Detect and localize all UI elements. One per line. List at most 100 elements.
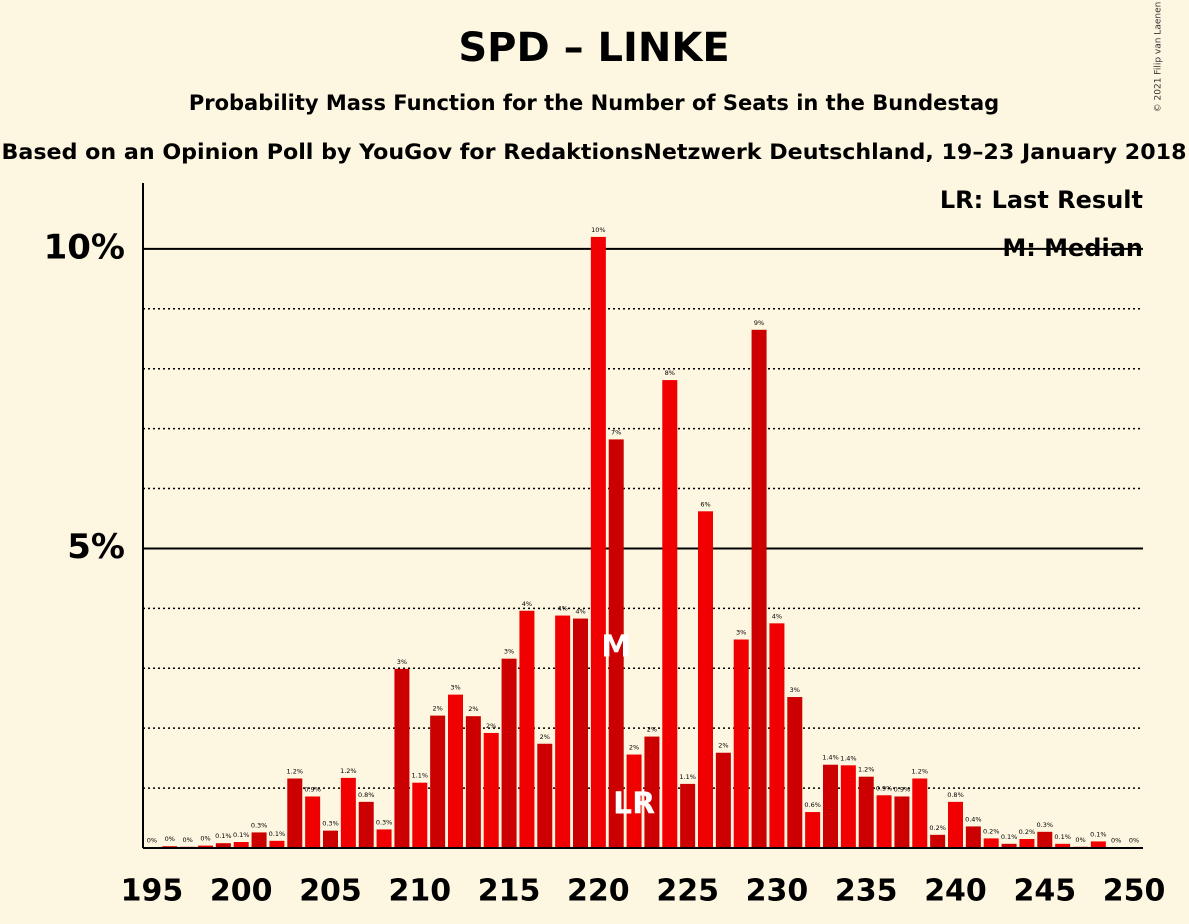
bar [733,639,749,848]
value-label: 0.4% [965,815,982,823]
value-label: 3% [736,629,746,637]
bar [483,732,499,848]
value-label: 2% [468,705,478,713]
bar [858,776,874,848]
bar [448,694,463,848]
bar [680,783,696,848]
bar [876,795,892,848]
bar [965,826,981,848]
value-label: 2% [486,722,496,730]
bar [305,796,321,848]
value-label: 0.1% [1001,833,1018,841]
bar [323,830,338,848]
bar [465,716,481,848]
x-tick-label: 225 [656,874,719,909]
value-label: 1.4% [822,754,839,762]
value-label: 0.1% [1054,833,1071,841]
value-label: 0% [1129,836,1139,844]
chart-subtitle: Probability Mass Function for the Number… [189,91,999,115]
bar [1055,843,1071,848]
value-label: 0% [200,835,210,843]
bar [394,668,410,848]
legend-entry: LR: Last Result [940,186,1143,214]
value-label: 2% [629,744,639,752]
bar [1090,841,1106,848]
value-label: 0.3% [376,818,393,826]
value-label: 0.9% [894,785,911,793]
value-label: 0.3% [322,820,339,828]
bar [1037,831,1053,848]
value-label: 0.2% [1019,828,1036,836]
y-tick-label: 10% [44,227,125,267]
bar [769,623,785,848]
bar [948,801,963,848]
value-label: 0.1% [1090,830,1107,838]
value-label: 0% [182,836,192,844]
bar [983,838,999,848]
annotation: LR [613,787,655,822]
bar [894,796,910,848]
bar [715,752,731,848]
value-label: 10% [591,226,605,234]
value-label: 2% [432,705,442,713]
x-tick-label: 250 [1103,874,1166,909]
value-label: 4% [575,608,585,616]
value-label: 4% [772,612,782,620]
bar [215,843,231,848]
bar [1019,839,1035,848]
value-label: 4% [557,605,567,613]
value-label: 1.2% [287,768,304,776]
bar [662,380,678,848]
bar [287,778,303,848]
value-label: 4% [522,600,532,608]
x-tick-label: 210 [388,874,451,909]
value-label: 0% [147,836,157,844]
bar [430,715,446,848]
bar [930,834,946,848]
value-label: 0% [1075,836,1085,844]
bar [644,736,660,848]
value-label: 1.2% [912,768,929,776]
copyright: © 2021 Filip van Laenen [1154,2,1164,113]
x-tick-label: 200 [210,874,273,909]
x-tick-label: 220 [567,874,630,909]
chart-subtitle: Based on an Opinion Poll by YouGov for R… [2,140,1187,164]
bar [269,840,285,848]
value-label: 9% [754,319,764,327]
value-label: 0.6% [804,801,821,809]
x-tick-label: 245 [1013,874,1076,909]
bar [751,329,767,848]
value-label: 6% [700,500,710,508]
value-label: 0.1% [233,831,250,839]
bar [340,777,356,848]
annotation: M [601,630,631,665]
value-label: 1.4% [840,754,857,762]
bar [912,778,928,848]
bar [805,812,821,848]
value-label: 0.9% [876,784,893,792]
bar [823,764,838,848]
value-label: 8% [665,369,675,377]
value-label: 1.1% [412,772,429,780]
bar [233,842,249,848]
value-label: 3% [397,658,407,666]
value-label: 3% [790,686,800,694]
value-label: 0.2% [983,827,1000,835]
bar [1001,843,1017,848]
bar [519,610,535,848]
value-label: 0.8% [947,791,964,799]
value-label: 7% [611,428,621,436]
value-label: 0.8% [358,791,375,799]
bar [376,829,392,848]
value-label: 2% [718,742,728,750]
value-label: 0.9% [304,785,321,793]
x-tick-label: 240 [924,874,987,909]
y-tick-label: 5% [67,527,125,567]
chart-title: SPD – LINKE [458,25,729,71]
legend-entry: M: Median [1002,234,1143,262]
bar [698,511,713,848]
value-label: 0.3% [251,821,268,829]
value-label: 2% [647,726,657,734]
